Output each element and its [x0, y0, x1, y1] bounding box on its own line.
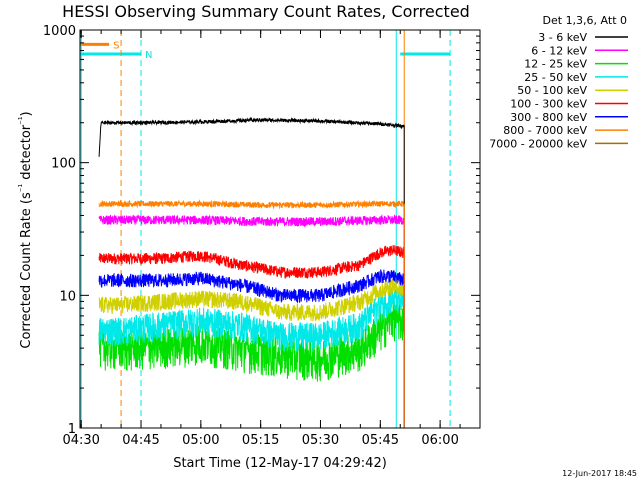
- x-tick-label: 04:45: [122, 433, 159, 448]
- y-tick-label: 10: [59, 289, 76, 304]
- plot-frame: [79, 29, 481, 429]
- series-line: [98, 199, 405, 210]
- x-tick-label: 04:30: [62, 433, 99, 448]
- legend-label: 6 - 12 keV: [531, 44, 587, 57]
- legend-title: Det 1,3,6, Att 0: [543, 14, 627, 27]
- x-tick-label: 05:00: [182, 433, 219, 448]
- x-tick-label: 06:00: [421, 433, 458, 448]
- series-line: [98, 213, 405, 228]
- legend-label: 50 - 100 keV: [517, 84, 587, 97]
- date-stamp: 12-Jun-2017 18:45: [562, 469, 637, 478]
- flag-label: S: [113, 40, 119, 51]
- chart-title: HESSI Observing Summary Count Rates, Cor…: [62, 2, 470, 21]
- series-line: [98, 277, 405, 322]
- x-tick-label: 05:15: [242, 433, 279, 448]
- y-axis-label: Corrected Count Rate (s⁻¹ detector⁻¹): [18, 111, 34, 348]
- axes: 1 10 100 1000 04:30 04:45 05:00 05:15 05:30 05:45…: [43, 24, 481, 448]
- x-tick-label: 05:30: [302, 433, 339, 448]
- plot-area: SN: [80, 30, 451, 428]
- legend-label: 3 - 6 keV: [538, 31, 587, 44]
- legend-label: 100 - 300 keV: [510, 98, 587, 111]
- legend-label: 800 - 7000 keV: [503, 124, 587, 137]
- series-line: [98, 298, 405, 382]
- series-line: [98, 244, 405, 279]
- y-tick-label: 1000: [43, 24, 76, 39]
- series-line: [98, 287, 405, 352]
- y-tick-label: 1: [68, 422, 76, 437]
- x-axis-label: Start Time (12-May-17 04:29:42): [173, 456, 387, 471]
- legend-label: 25 - 50 keV: [524, 71, 587, 84]
- y-tick-label: 100: [51, 157, 76, 172]
- flag-label: N: [145, 50, 152, 61]
- legend-label: 7000 - 20000 keV: [489, 137, 587, 150]
- series-line: [98, 116, 405, 157]
- legend-label: 12 - 25 keV: [524, 58, 587, 71]
- x-tick-label: 05:45: [362, 433, 399, 448]
- series-line: [98, 269, 405, 304]
- legend-label: 300 - 800 keV: [510, 111, 587, 124]
